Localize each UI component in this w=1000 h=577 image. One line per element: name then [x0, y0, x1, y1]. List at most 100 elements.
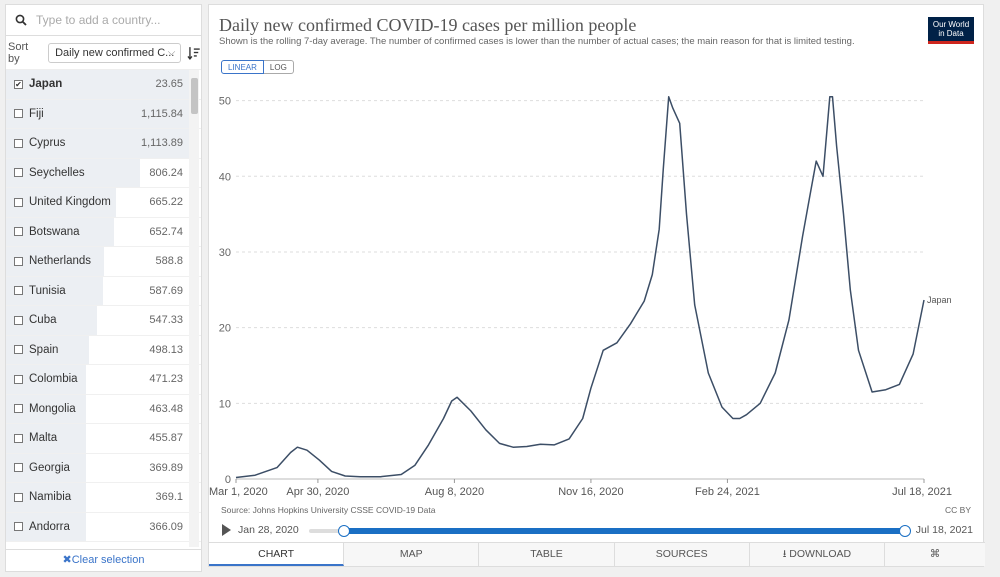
country-row[interactable]: Georgia 369.89 [6, 453, 201, 483]
country-row[interactable]: Cyprus 1,113.89 [6, 129, 201, 159]
y-tick-label: 50 [219, 96, 231, 108]
search-input[interactable] [36, 13, 196, 27]
country-checkbox[interactable]: ✔ [14, 79, 23, 89]
country-value: 1,113.89 [140, 137, 183, 150]
download-icon: ⭳ [782, 548, 790, 560]
country-value: 498.13 [149, 343, 183, 356]
country-checkbox[interactable] [14, 374, 23, 384]
timeline-start-label: Jan 28, 2020 [238, 524, 299, 536]
play-icon[interactable] [222, 524, 231, 536]
country-checkbox[interactable] [14, 315, 23, 325]
country-checkbox[interactable] [14, 168, 23, 178]
country-name: Malta [29, 432, 58, 445]
scrollbar-track[interactable] [189, 70, 199, 547]
timeline-end-label: Jul 18, 2021 [915, 524, 973, 536]
timeline-start-handle[interactable] [338, 525, 350, 537]
country-name: Namibia [29, 491, 72, 504]
country-row[interactable]: Botswana 652.74 [6, 217, 201, 247]
series-line-japan [235, 96, 925, 479]
country-checkbox[interactable] [14, 227, 23, 237]
timeline-range [344, 528, 905, 534]
logo-line-1: Our World [932, 20, 970, 29]
y-tick-label: 10 [219, 398, 231, 410]
country-checkbox[interactable] [14, 345, 23, 355]
x-tick-label: Apr 30, 2020 [286, 486, 349, 498]
country-value-bar [6, 70, 191, 99]
country-checkbox[interactable] [14, 197, 23, 207]
country-value: 366.09 [149, 520, 183, 533]
country-row[interactable]: Malta 455.87 [6, 424, 201, 454]
license-label[interactable]: CC BY [945, 505, 971, 515]
linear-scale-button[interactable]: LINEAR [221, 60, 264, 74]
country-value: 369.89 [149, 461, 183, 474]
country-row[interactable]: ✔ Japan 23.65 [6, 70, 201, 100]
country-name: Japan [29, 78, 63, 91]
country-sidebar: Sort by Daily new confirmed C... ⌵ ✔ Japa… [5, 4, 202, 572]
country-checkbox[interactable] [14, 138, 23, 148]
country-checkbox[interactable] [14, 463, 23, 473]
country-row[interactable]: Cuba 547.33 [6, 306, 201, 336]
country-name: Andorra [29, 520, 70, 533]
country-row[interactable]: Namibia 369.1 [6, 483, 201, 513]
country-name: Fiji [29, 107, 44, 120]
logo-line-2: in Data [938, 29, 964, 38]
share-button[interactable]: ⌘ [885, 543, 986, 566]
clear-selection-button[interactable]: ✖Clear selection [6, 549, 201, 571]
country-row[interactable]: Fiji 1,115.84 [6, 99, 201, 129]
log-scale-button[interactable]: LOG [263, 60, 294, 74]
country-row[interactable]: Spain 498.13 [6, 335, 201, 365]
country-row[interactable]: Seychelles 806.24 [6, 158, 201, 188]
country-checkbox[interactable] [14, 256, 23, 266]
country-row[interactable]: Mongolia 463.48 [6, 394, 201, 424]
country-checkbox[interactable] [14, 404, 23, 414]
country-row[interactable]: Andorra 366.09 [6, 512, 201, 542]
country-value: 455.87 [149, 432, 183, 445]
tab-sources[interactable]: SOURCES [614, 543, 750, 566]
close-icon: ✖ [62, 554, 72, 566]
timeline: Jan 28, 2020 Jul 18, 2021 [209, 519, 985, 541]
x-tick-label: Feb 24, 2021 [695, 486, 760, 498]
x-tick-label: Nov 16, 2020 [558, 486, 623, 498]
country-row[interactable]: United Kingdom 665.22 [6, 188, 201, 218]
tab-chart[interactable]: CHART [209, 543, 345, 566]
chevron-down-icon: ⌵ [167, 46, 176, 58]
tab-map[interactable]: MAP [344, 543, 480, 566]
sort-select[interactable]: Daily new confirmed C... ⌵ [48, 42, 182, 63]
share-icon: ⌘ [929, 548, 941, 560]
source-note[interactable]: Source: Johns Hopkins University CSSE CO… [221, 505, 436, 515]
country-checkbox[interactable] [14, 492, 23, 502]
series-label: Japan [927, 295, 952, 305]
tab-table[interactable]: TABLE [479, 543, 615, 566]
country-checkbox[interactable] [14, 522, 23, 532]
country-row[interactable]: Netherlands 588.8 [6, 247, 201, 277]
search-box [6, 5, 201, 36]
scale-toggle: LINEAR LOG [221, 60, 294, 74]
country-row[interactable]: Colombia 471.23 [6, 365, 201, 395]
line-chart: 0 10 20 30 40 50 Mar 1, 2020 Apr 30, 2020 Aug 8,… [209, 96, 952, 498]
timeline-end-handle[interactable] [899, 525, 911, 537]
country-checkbox[interactable] [14, 109, 23, 119]
country-name: Georgia [29, 461, 70, 474]
country-value: 665.22 [149, 196, 183, 209]
country-value: 588.8 [155, 255, 183, 268]
country-value: 463.48 [149, 402, 183, 415]
country-row[interactable]: Tunisia 587.69 [6, 276, 201, 306]
country-name: Cyprus [29, 137, 66, 150]
country-value: 23.65 [155, 78, 183, 91]
sort-desc-icon[interactable] [187, 46, 201, 60]
y-tick-label: 30 [219, 247, 231, 259]
scrollbar-thumb[interactable] [191, 78, 198, 114]
tab-download-label: DOWNLOAD [789, 548, 852, 560]
country-value: 1,115.84 [140, 107, 183, 120]
country-value: 547.33 [149, 314, 183, 327]
owid-logo[interactable]: Our World in Data [928, 17, 974, 44]
country-checkbox[interactable] [14, 286, 23, 296]
country-value: 471.23 [149, 373, 183, 386]
country-checkbox[interactable] [14, 433, 23, 443]
country-value-bar [6, 188, 117, 217]
country-name: Mongolia [29, 402, 76, 415]
tab-download[interactable]: ⭳ DOWNLOAD [749, 543, 886, 566]
y-tick-label: 20 [219, 323, 231, 335]
x-tick-label: Aug 8, 2020 [425, 486, 484, 498]
country-name: Cuba [29, 314, 57, 327]
